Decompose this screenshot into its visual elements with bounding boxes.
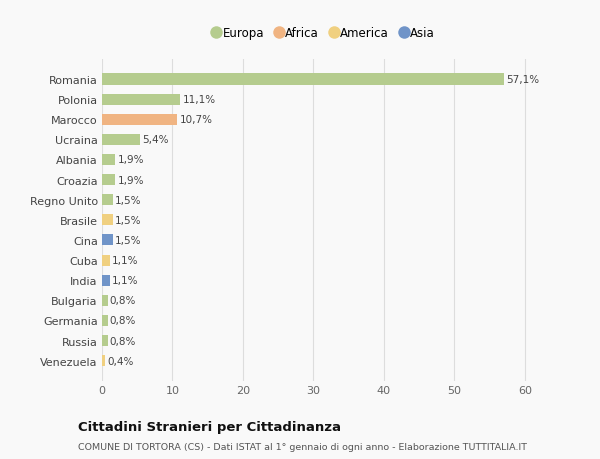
Bar xyxy=(102,74,505,85)
Text: 0,8%: 0,8% xyxy=(110,316,136,326)
Text: 57,1%: 57,1% xyxy=(506,75,539,85)
Bar xyxy=(102,155,115,166)
Bar xyxy=(102,134,140,146)
Bar xyxy=(102,95,180,106)
Bar xyxy=(102,295,107,306)
Text: 1,5%: 1,5% xyxy=(115,195,141,205)
Bar xyxy=(102,255,110,266)
Text: 1,5%: 1,5% xyxy=(115,235,141,246)
Text: 0,4%: 0,4% xyxy=(107,356,133,366)
Text: Cittadini Stranieri per Cittadinanza: Cittadini Stranieri per Cittadinanza xyxy=(78,420,341,433)
Text: 1,1%: 1,1% xyxy=(112,275,139,285)
Text: 1,5%: 1,5% xyxy=(115,215,141,225)
Text: 0,8%: 0,8% xyxy=(110,336,136,346)
Bar xyxy=(102,275,110,286)
Text: 1,9%: 1,9% xyxy=(118,175,144,185)
Text: 1,1%: 1,1% xyxy=(112,256,139,265)
Bar xyxy=(102,335,107,346)
Bar xyxy=(102,174,115,186)
Text: 5,4%: 5,4% xyxy=(142,135,169,145)
Bar xyxy=(102,215,113,226)
Text: 11,1%: 11,1% xyxy=(182,95,215,105)
Text: 0,8%: 0,8% xyxy=(110,296,136,306)
Bar xyxy=(102,235,113,246)
Bar xyxy=(102,195,113,206)
Text: 10,7%: 10,7% xyxy=(179,115,212,125)
Legend: Europa, Africa, America, Asia: Europa, Africa, America, Asia xyxy=(213,27,435,40)
Text: 1,9%: 1,9% xyxy=(118,155,144,165)
Bar xyxy=(102,315,107,326)
Bar xyxy=(102,114,178,125)
Text: COMUNE DI TORTORA (CS) - Dati ISTAT al 1° gennaio di ogni anno - Elaborazione TU: COMUNE DI TORTORA (CS) - Dati ISTAT al 1… xyxy=(78,442,527,451)
Bar xyxy=(102,355,105,366)
